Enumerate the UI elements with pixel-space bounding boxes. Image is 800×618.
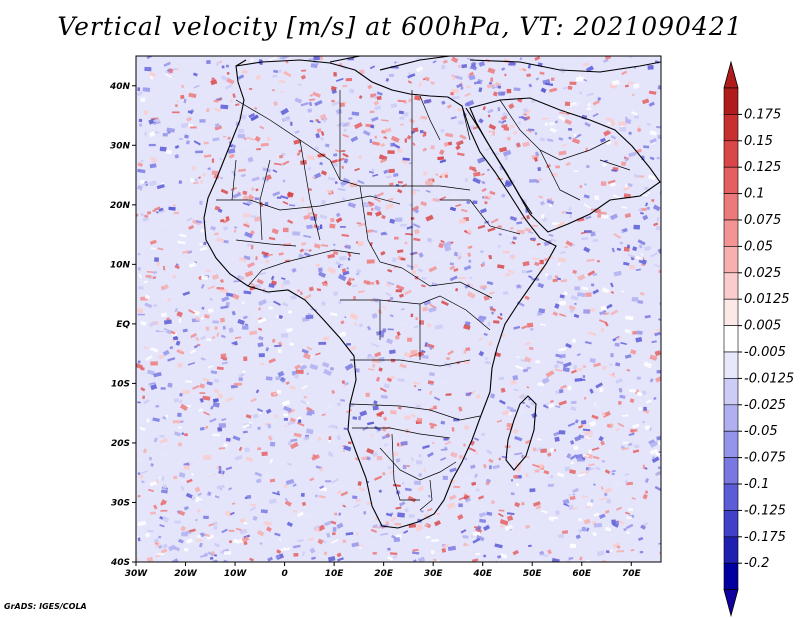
colorbar-label: 0.1 (744, 187, 765, 202)
grads-credit: GrADS: IGES/COLA (4, 602, 87, 611)
colorbar-label: 0.05 (744, 239, 773, 254)
x-tick-label: 60E (572, 569, 592, 579)
colorbar-swatch (723, 536, 739, 564)
colorbar-label: 0.0125 (744, 292, 790, 307)
y-axis: 40N 30N 20N 10N EQ 10S 20S 30S 40S (109, 82, 136, 568)
plot-frame (135, 55, 662, 563)
colorbar-swatch (723, 272, 739, 300)
colorbar-arrow-top (723, 60, 739, 89)
colorbar-label: -0.175 (744, 530, 786, 545)
y-tick-label: 10S (111, 379, 130, 389)
colorbar-label: 0.005 (744, 319, 781, 334)
colorbar-label: -0.0125 (744, 371, 794, 386)
coastlines (203, 56, 661, 529)
y-tick-label: 10N (110, 260, 131, 270)
colorbar-swatch (723, 404, 739, 432)
colorbar-label: 0.125 (744, 160, 781, 175)
colorbar-swatch (723, 140, 739, 168)
colorbar-label: -0.025 (744, 398, 786, 413)
y-tick-label: EQ (116, 320, 130, 330)
colorbar-swatch (723, 193, 739, 221)
colorbar-swatch (723, 325, 739, 353)
x-tick-label: 50E (523, 569, 543, 579)
colorbar-swatch (723, 562, 739, 590)
x-tick-label: 10E (325, 569, 345, 579)
y-tick-label: 30N (110, 141, 131, 151)
x-tick-label: 30E (424, 569, 444, 579)
x-tick-label: 20W (174, 569, 198, 579)
colorbar-swatch (723, 219, 739, 247)
velocity-field (136, 56, 661, 562)
colorbar-label: -0.005 (744, 345, 786, 360)
x-axis: 30W 20W 10W 0 10E 20E 30E 40E 50E 60E 70E (125, 562, 642, 579)
y-tick-label: 30S (111, 498, 130, 508)
x-tick-label: 0 (281, 569, 287, 579)
colorbar-label: -0.075 (744, 451, 786, 466)
colorbar: 0.175 0.15 0.125 0.1 0.075 0.05 0.025 0.0125 0.0… (723, 60, 794, 618)
y-tick-label: 40S (110, 558, 130, 568)
colorbar-label: -0.05 (744, 424, 778, 439)
africa-coastline (203, 59, 557, 529)
country-borders (216, 90, 631, 511)
colorbar-label: 0.175 (744, 107, 781, 122)
colorbar-label: 0.075 (744, 213, 781, 228)
colorbar-label: -0.2 (744, 556, 769, 571)
madagascar-coastline (505, 395, 537, 471)
colorbar-label: -0.1 (744, 477, 769, 492)
colorbar-label: 0.15 (744, 134, 773, 149)
x-tick-label: 30W (125, 569, 149, 579)
colorbar-swatch (723, 246, 739, 274)
y-tick-label: 20N (110, 201, 131, 211)
europe-coastline (235, 56, 661, 73)
colorbar-swatch (723, 351, 739, 379)
chart-title: Vertical velocity [m/s] at 600hPa, VT: 2… (57, 12, 743, 41)
colorbar-swatch (723, 378, 739, 406)
colorbar-swatch (723, 166, 739, 194)
x-tick-label: 10W (224, 569, 248, 579)
x-tick-label: 20E (374, 569, 394, 579)
colorbar-swatch (723, 510, 739, 538)
red-sea (465, 107, 533, 215)
colorbar-swatch (723, 430, 739, 458)
colorbar-label: 0.025 (744, 266, 781, 281)
colorbar-swatch (723, 298, 739, 326)
x-tick-label: 40E (472, 569, 493, 579)
colorbar-swatch (723, 457, 739, 485)
colorbar-swatch (723, 114, 739, 142)
y-tick-label: 40N (109, 82, 131, 92)
colorbar-label: -0.125 (744, 503, 786, 518)
colorbar-swatch (723, 87, 739, 115)
x-tick-label: 70E (622, 569, 642, 579)
colorbar-arrow-bottom (723, 589, 739, 618)
y-tick-label: 20S (111, 439, 130, 449)
colorbar-swatch (723, 483, 739, 511)
